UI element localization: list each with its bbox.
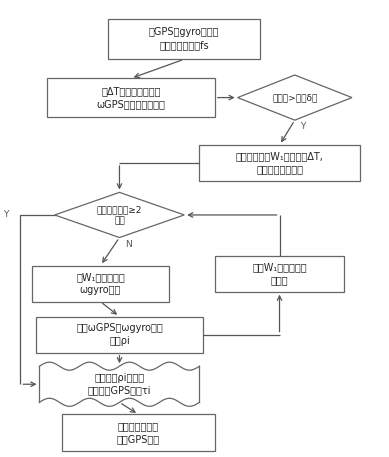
Text: 取相关度ρi最大値
及相应的GPS延时τi: 取相关度ρi最大値 及相应的GPS延时τi	[88, 373, 151, 396]
Text: 窗口W₁向前滑动一
个步长: 窗口W₁向前滑动一 个步长	[252, 262, 307, 285]
FancyBboxPatch shape	[215, 255, 344, 292]
FancyBboxPatch shape	[200, 145, 359, 181]
Text: 统计得到平均値
作为GPS延时: 统计得到平均値 作为GPS延时	[117, 421, 160, 444]
Text: 以ΔT为窗长，取最新
ωGPS数据，计算方差: 以ΔT为窗长，取最新 ωGPS数据，计算方差	[96, 86, 165, 109]
Text: Y: Y	[300, 122, 306, 132]
Text: 窗口滑动距离≥2
秒？: 窗口滑动距离≥2 秒？	[97, 205, 142, 225]
FancyBboxPatch shape	[47, 79, 215, 117]
Text: 以W₁为窗口，取
ωgyro数据: 以W₁为窗口，取 ωgyro数据	[76, 272, 125, 295]
FancyBboxPatch shape	[108, 19, 261, 59]
FancyBboxPatch shape	[62, 414, 215, 451]
FancyBboxPatch shape	[39, 366, 200, 402]
Polygon shape	[238, 75, 352, 120]
FancyBboxPatch shape	[36, 317, 203, 353]
Text: N: N	[125, 240, 132, 249]
Polygon shape	[55, 192, 184, 238]
FancyBboxPatch shape	[32, 266, 169, 302]
Text: 设定滑动窗口W₁，窗长为ΔT,
起始点为当前时刻: 设定滑动窗口W₁，窗长为ΔT, 起始点为当前时刻	[236, 152, 324, 175]
Text: 峰峰値>阈値δ？: 峰峰値>阈値δ？	[272, 93, 317, 102]
Text: 计算ωGPS和ωgyro的相
关度ρi: 计算ωGPS和ωgyro的相 关度ρi	[76, 323, 163, 346]
Text: Y: Y	[4, 211, 9, 219]
Text: 将GPS和gyro数据调
整为相同采样率fs: 将GPS和gyro数据调 整为相同采样率fs	[149, 27, 219, 50]
